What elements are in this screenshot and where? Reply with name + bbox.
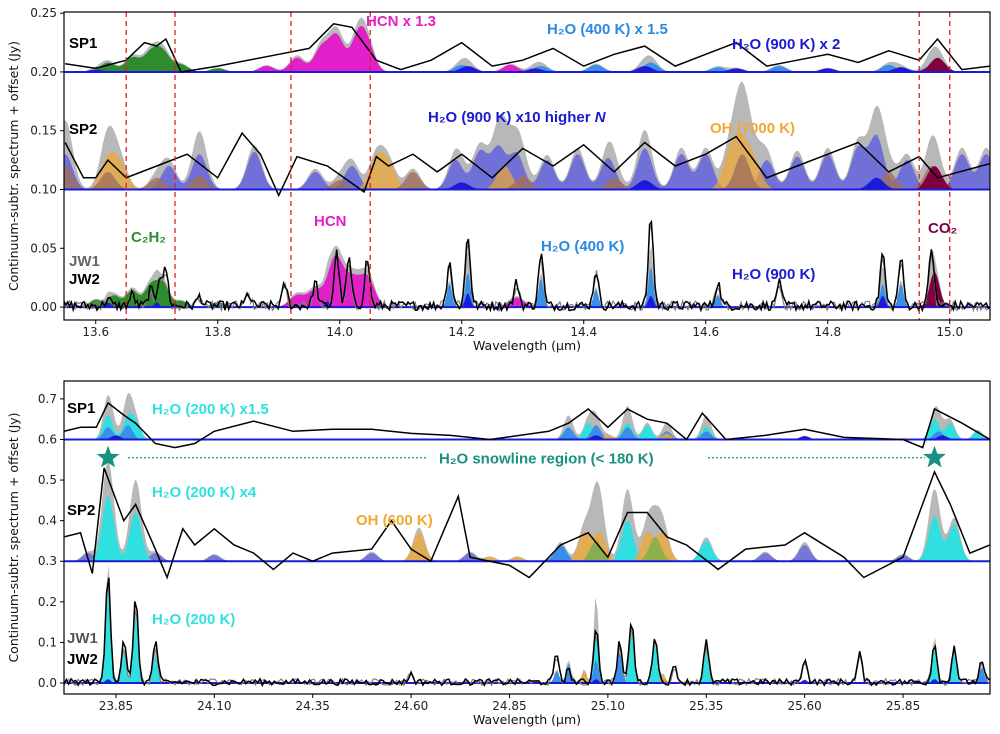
label-jw1: JW1 [69, 253, 100, 270]
y-tick-label: 0.10 [30, 183, 57, 197]
label-sp1: SP1 [67, 400, 95, 417]
y-tick-label: 0.3 [38, 554, 57, 568]
label-h2o-400k: H₂O (400 K) [541, 238, 624, 255]
plot-frame [63, 11, 991, 321]
y-tick-label: 0.7 [38, 392, 57, 406]
model-overlap-sp2 [64, 536, 990, 562]
y-tick-label: 0.25 [30, 6, 57, 20]
x-tick-label: 14.4 [570, 325, 597, 339]
panel-top: 13.6 13.8 14.0 14.2 14.4 14.6 14.8 15.0 0.00 0.05… [6, 6, 991, 353]
label-oh-600k: OH (600 K) [356, 512, 433, 529]
observed-spectrum-sp1 [65, 22, 990, 73]
model-oh-7000-k-sp2 [64, 132, 990, 190]
label-c2h2: C₂H₂ [131, 229, 166, 246]
label-h2o-400k-x1-5: H₂O (400 K) x 1.5 [547, 21, 668, 38]
label-h2o-900k-x2: H₂O (900 K) x 2 [732, 36, 840, 53]
observed-spectrum-jw2 [64, 219, 990, 313]
x-tick-label: 25.10 [591, 699, 625, 713]
observed-spectrum-sp1 [64, 401, 990, 449]
label-h2o-200k-x4: H₂O (200 K) x4 [152, 484, 257, 501]
star-icon [923, 445, 946, 468]
y-tick-label: 0.4 [38, 514, 57, 528]
y-axis-label: Continuum-subtr. spectrum + offset (Jy) [6, 412, 21, 662]
model-h2o-400-k-jw [64, 267, 990, 308]
model-h2o-900-k-sp1 [64, 435, 990, 440]
plot-frame [63, 380, 991, 695]
y-tick-label: 0.20 [30, 65, 57, 79]
y-tick-label: 0.00 [30, 300, 57, 314]
label-sp2: SP2 [67, 502, 95, 519]
x-tick-label: 13.6 [82, 325, 109, 339]
y-axis-label: Continuum-subtr. spectrum + offset (Jy) [6, 41, 21, 291]
observed-spectrum-sp2 [64, 467, 990, 580]
model-total-jw [64, 245, 990, 308]
y-tick-label: 0.6 [38, 432, 57, 446]
label-n-italic: N [595, 109, 607, 126]
x-tick-label: 24.85 [492, 699, 526, 713]
model-h2o-400-k-sp2 [64, 541, 990, 562]
label-h2o-200k-x1-5: H₂O (200 K) x1.5 [152, 401, 269, 418]
observed-spectrum-jw1 [64, 585, 990, 687]
label-jw2: JW2 [67, 651, 98, 668]
observed-spectrum-jw2 [64, 577, 990, 688]
label-h2o-900k-x10-higher-n: H₂O (900 K) x10 higher N [428, 109, 607, 126]
model-h2o-200-k-jw [64, 587, 990, 684]
model-h2o-900-k-jw [64, 679, 990, 684]
model-h2o-400-k-jw [64, 652, 990, 684]
model-oh-600-k-sp2 [64, 531, 990, 562]
y-tick-label: 0.1 [38, 635, 57, 649]
model-total-sp1 [64, 17, 990, 72]
plot-area [64, 392, 990, 688]
x-tick-label: 25.35 [689, 699, 723, 713]
label-hcn-x1-3: HCN x 1.3 [366, 13, 436, 30]
label-sp2: SP2 [69, 121, 97, 138]
observed-spectrum-sp2 [64, 131, 990, 198]
model-h2o-900-k-sp2 [64, 545, 990, 562]
label-jw2: JW2 [69, 271, 100, 288]
x-tick-label: 25.85 [886, 699, 920, 713]
x-tick-label: 24.35 [296, 699, 330, 713]
y-tick-label: 0.0 [38, 676, 57, 690]
label-co2: CO₂ [928, 220, 957, 237]
star-icon [96, 445, 120, 468]
y-tick-label: 0.05 [30, 241, 57, 255]
x-tick-label: 13.8 [204, 325, 231, 339]
model-h2o-900-k-jw [64, 289, 990, 308]
x-tick-label: 24.60 [394, 699, 428, 713]
model-hcn-sp1 [64, 26, 990, 73]
y-tick-label: 0.5 [38, 473, 57, 487]
panel-bottom: 23.85 24.10 24.35 24.60 24.85 25.10 25.35 25.60… [6, 380, 991, 727]
x-tick-label: 14.6 [692, 325, 719, 339]
x-tick-label: 14.8 [814, 325, 841, 339]
x-axis-label: Wavelength (μm) [473, 338, 581, 353]
x-axis-label: Wavelength (μm) [473, 712, 581, 727]
x-tick-label: 14.2 [448, 325, 475, 339]
x-tick-label: 25.60 [787, 699, 821, 713]
label-h2o-900k: H₂O (900 K) [732, 266, 815, 283]
x-tick-label: 23.85 [99, 699, 133, 713]
label-jw1: JW1 [67, 630, 98, 647]
x-tick-label: 15.0 [936, 325, 963, 339]
label-hcn: HCN [314, 213, 347, 230]
model-hcn-jw [64, 255, 990, 308]
model-total-sp2 [64, 460, 990, 562]
x-tick-label: 24.10 [197, 699, 231, 713]
label-oh-7000k: OH (7000 K) [710, 120, 795, 137]
label-h2o-200k: H₂O (200 K) [152, 611, 235, 628]
plot-area [64, 17, 990, 313]
y-tick-label: 0.2 [38, 595, 57, 609]
model-h2o-200-k-x4-sp2 [64, 496, 990, 562]
label-snowline-region: H₂O snowline region (< 180 K) [439, 451, 654, 468]
y-tick-label: 0.15 [30, 124, 57, 138]
model-blend-sp2 [64, 154, 990, 190]
label-sp1: SP1 [69, 35, 97, 52]
observed-spectrum-jw1 [64, 224, 990, 313]
model-c2h2-sp1 [64, 46, 990, 72]
model-total-sp2 [64, 81, 990, 190]
x-tick-label: 14.0 [326, 325, 353, 339]
